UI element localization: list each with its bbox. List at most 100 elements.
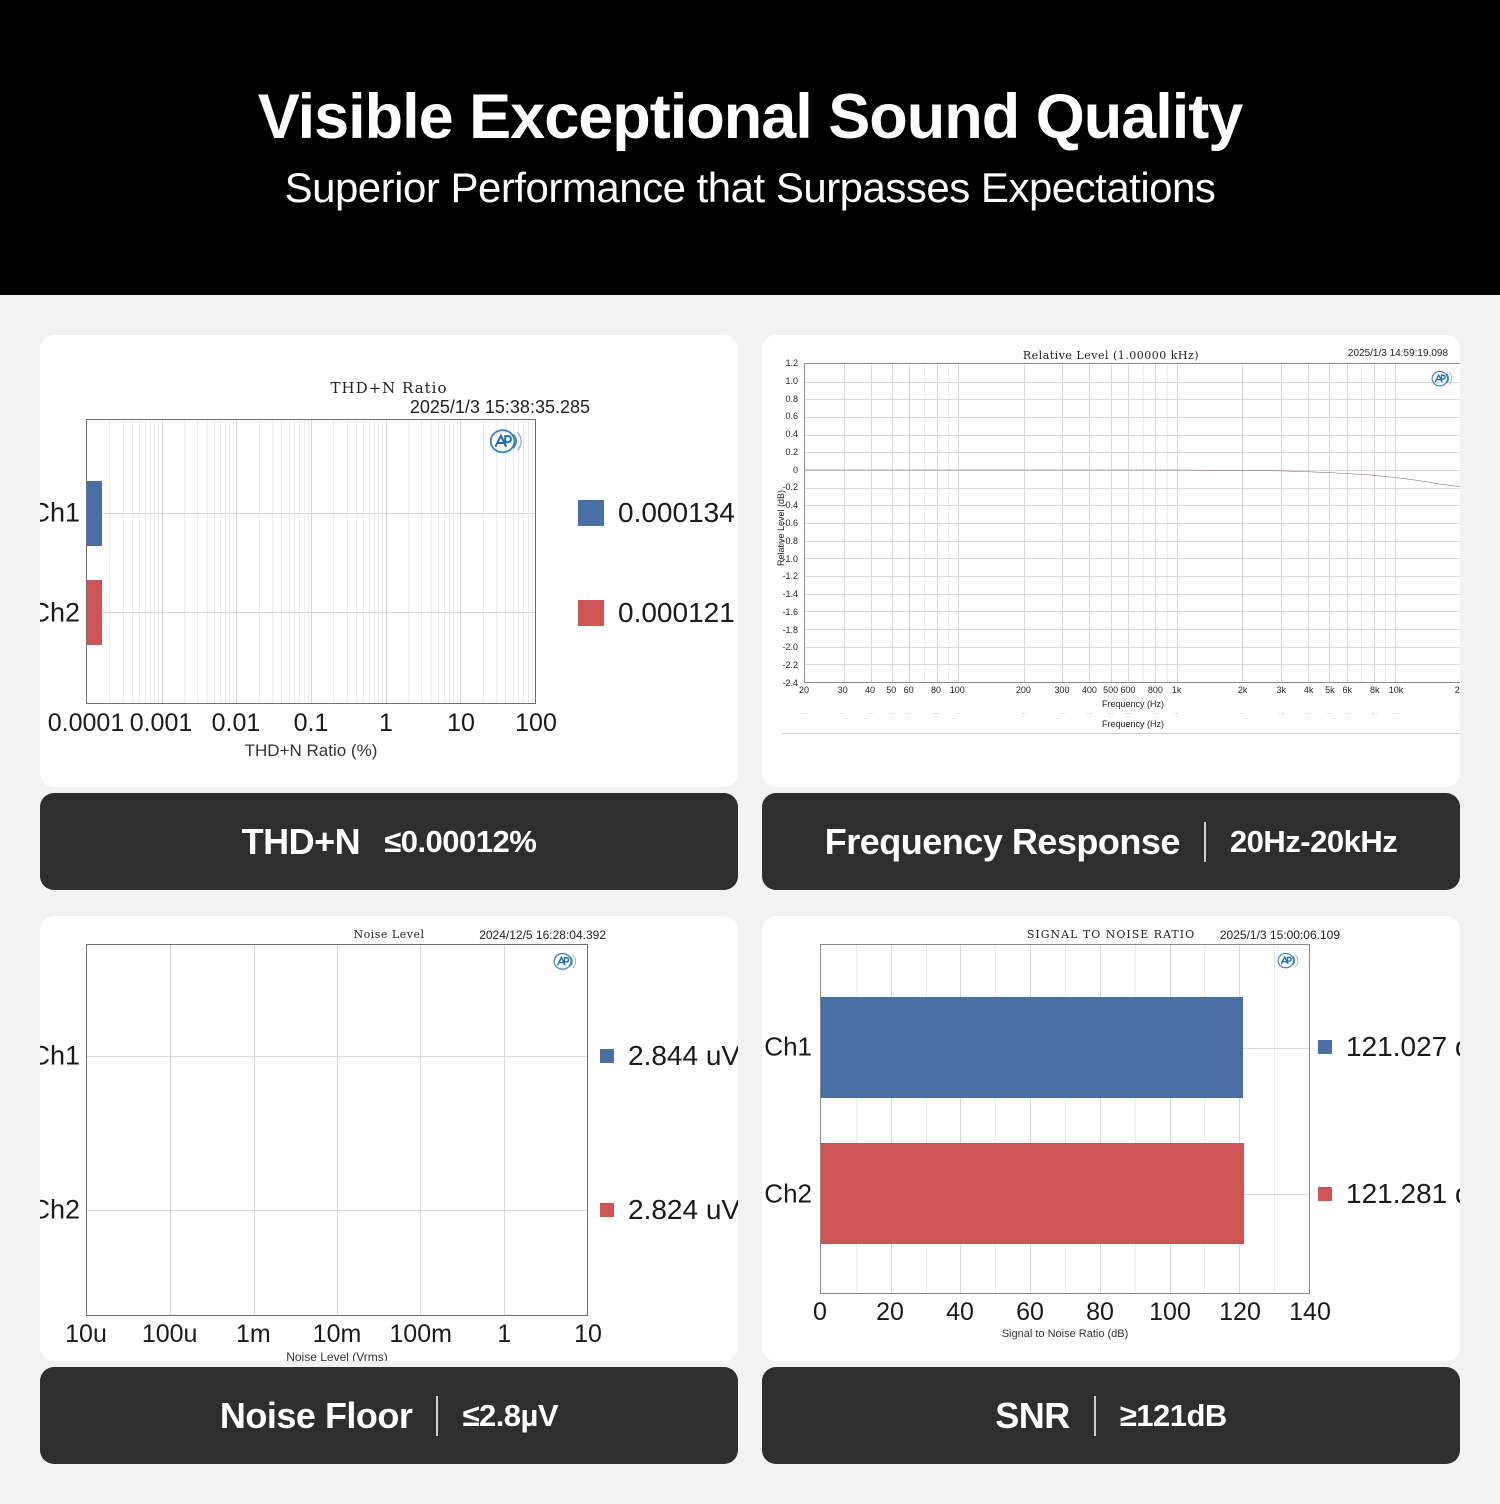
grid-line-vertical	[122, 420, 124, 703]
grid-line-horizontal	[87, 1209, 587, 1211]
freq-x-tick: 100	[949, 685, 965, 695]
thdn-label-bar: THD+N ≤0.00012%	[40, 793, 738, 890]
freq-y-tick: -0.4	[782, 500, 798, 511]
freq-timestamp: 2025/1/3 14:59:19.098	[1347, 348, 1448, 359]
grid-line-horizontal	[805, 505, 1460, 507]
noise-spec-value: ≤2.8µV	[462, 1397, 559, 1433]
grid-line-horizontal	[87, 1056, 587, 1057]
snr-x-tick-labels: 0 20 40 60 80 100 120 140	[813, 1298, 1331, 1328]
grid-line-vertical	[145, 420, 147, 703]
noise-y-label-ch2: Ch2	[40, 1194, 80, 1225]
bar-ch1	[821, 997, 1243, 1099]
freq-secondary-tick: ···	[954, 711, 961, 717]
noise-timestamp: 2024/12/5 16:28:04.392	[479, 928, 606, 942]
snr-spec-name: SNR	[995, 1394, 1070, 1436]
grid-line-vertical	[311, 420, 312, 703]
noise-x-axis-title: Noise Level (Vrms)	[286, 1350, 388, 1361]
grid-line-horizontal	[805, 629, 1460, 630]
noise-legend: 2.844 uVrms 2.824 uVrms	[600, 944, 738, 1316]
grid-line-vertical	[437, 420, 439, 703]
grid-line-vertical	[890, 945, 892, 1293]
freq-secondary-tick: ···	[867, 711, 874, 717]
thdn-chart-title: THD+N Ratio	[330, 379, 448, 397]
legend-swatch-icon	[578, 599, 604, 626]
grid-line-horizontal	[87, 612, 535, 614]
snr-timestamp: 2025/1/3 15:00:06.109	[1219, 928, 1340, 942]
ap-logo-icon	[553, 952, 577, 971]
thdn-plot-area	[86, 419, 536, 704]
grid-line-vertical	[448, 420, 450, 703]
snr-chart-title: SIGNAL TO NOISE RATIO	[1026, 928, 1196, 941]
freq-x-tick: 60	[903, 685, 914, 695]
grid-line-vertical	[150, 420, 152, 703]
grid-line-vertical	[299, 420, 301, 703]
grid-line-vertical	[219, 420, 221, 703]
freq-x-tick: 800	[1147, 685, 1163, 695]
snr-legend: 121.027 dB 121.281 dB	[1318, 944, 1460, 1294]
snr-label-bar: SNR ≥121dB	[762, 1367, 1460, 1464]
thdn-y-label-ch1: Ch1	[40, 497, 80, 528]
legend-swatch-icon	[1318, 1187, 1332, 1202]
grid-line-vertical	[288, 420, 290, 703]
noise-x-tick: 10u	[65, 1320, 107, 1348]
freq-spec-value: 20Hz-20kHz	[1229, 823, 1398, 859]
grid-line-vertical	[258, 420, 260, 703]
grid-line-horizontal	[87, 513, 535, 515]
grid-line-vertical	[512, 420, 514, 703]
snr-spec-value: ≥121dB	[1119, 1397, 1228, 1433]
snr-y-label-ch2: Ch2	[764, 1178, 812, 1209]
page-header: Visible Exceptional Sound Quality Superi…	[0, 0, 1500, 295]
freq-x-tick: 1k	[1171, 685, 1182, 695]
grid-line-vertical	[253, 945, 255, 1315]
grid-line-horizontal	[805, 487, 1460, 489]
freq-divider	[1203, 821, 1206, 862]
grid-line-vertical	[161, 420, 163, 703]
freq-y-tick: 1.0	[785, 375, 798, 386]
noise-chart-panel: Noise Level 2024/12/5 16:28:04.392 Ch1 Ch…	[40, 916, 738, 1361]
freq-y-tick: 1.2	[785, 358, 798, 368]
freq-secondary-tick: ···	[933, 711, 940, 717]
freq-x-tick: 500	[1103, 685, 1119, 695]
freq-x-tick: 200	[1015, 685, 1031, 695]
thdn-y-label-ch2: Ch2	[40, 597, 80, 628]
noise-x-tick-labels: 10u 100u 1m 10m 100m 1 10	[65, 1320, 602, 1350]
freq-x-tick: 8k	[1369, 685, 1380, 695]
freq-y-tick: -0.6	[782, 518, 798, 528]
noise-x-tick: 1	[497, 1320, 512, 1348]
grid-line-vertical	[1239, 945, 1241, 1293]
thdn-x-tick: 0.001	[129, 709, 193, 737]
freq-x-tick: 50	[886, 685, 897, 695]
grid-line-vertical	[232, 420, 234, 703]
grid-line-vertical	[385, 420, 387, 703]
freq-secondary-tick: ···	[839, 711, 846, 717]
grid-line-vertical	[518, 420, 520, 703]
page-subtitle: Superior Performance that Surpasses Expe…	[284, 164, 1216, 211]
grid-line-vertical	[333, 420, 335, 703]
noise-plot-area	[86, 944, 588, 1316]
grid-line-vertical	[430, 420, 432, 703]
grid-line-vertical	[1169, 945, 1171, 1293]
page-title: Visible Exceptional Sound Quality	[257, 82, 1244, 152]
snr-x-tick: 80	[1086, 1298, 1114, 1326]
snr-x-tick: 40	[946, 1298, 974, 1326]
thdn-x-tick-labels: 0.0001 0.001 0.01 0.1 1 10 100	[48, 709, 557, 739]
freq-y-tick: 0.4	[785, 429, 798, 440]
grid-line-vertical	[460, 420, 462, 703]
freq-x-tick: 400	[1081, 685, 1097, 695]
freq-y-tick: 0.8	[785, 393, 798, 404]
thdn-x-tick: 0.01	[211, 709, 261, 737]
legend-swatch-icon	[1318, 1040, 1332, 1055]
grid-line-vertical	[503, 945, 505, 1315]
grid-line-horizontal	[805, 399, 1460, 401]
grid-line-vertical	[960, 945, 962, 1293]
freq-y-axis: Relative Level (dB) 1.2 1.0 0.8 0.6 0.4 0.2 0-…	[762, 358, 802, 688]
freq-x-tick: 6k	[1342, 685, 1353, 695]
thdn-legend-row: 0.000134 %	[578, 497, 738, 529]
grid-line-vertical	[1274, 945, 1276, 1293]
noise-label-bar: Noise Floor ≤2.8µV	[40, 1367, 738, 1464]
freq-secondary-tick: ···	[1152, 711, 1159, 717]
snr-value-label: 121.027 dB	[1346, 1031, 1460, 1063]
thdn-spec-name: THD+N	[241, 820, 361, 862]
ap-logo-icon	[1431, 370, 1453, 387]
freq-secondary-tick: ···	[1058, 711, 1065, 717]
